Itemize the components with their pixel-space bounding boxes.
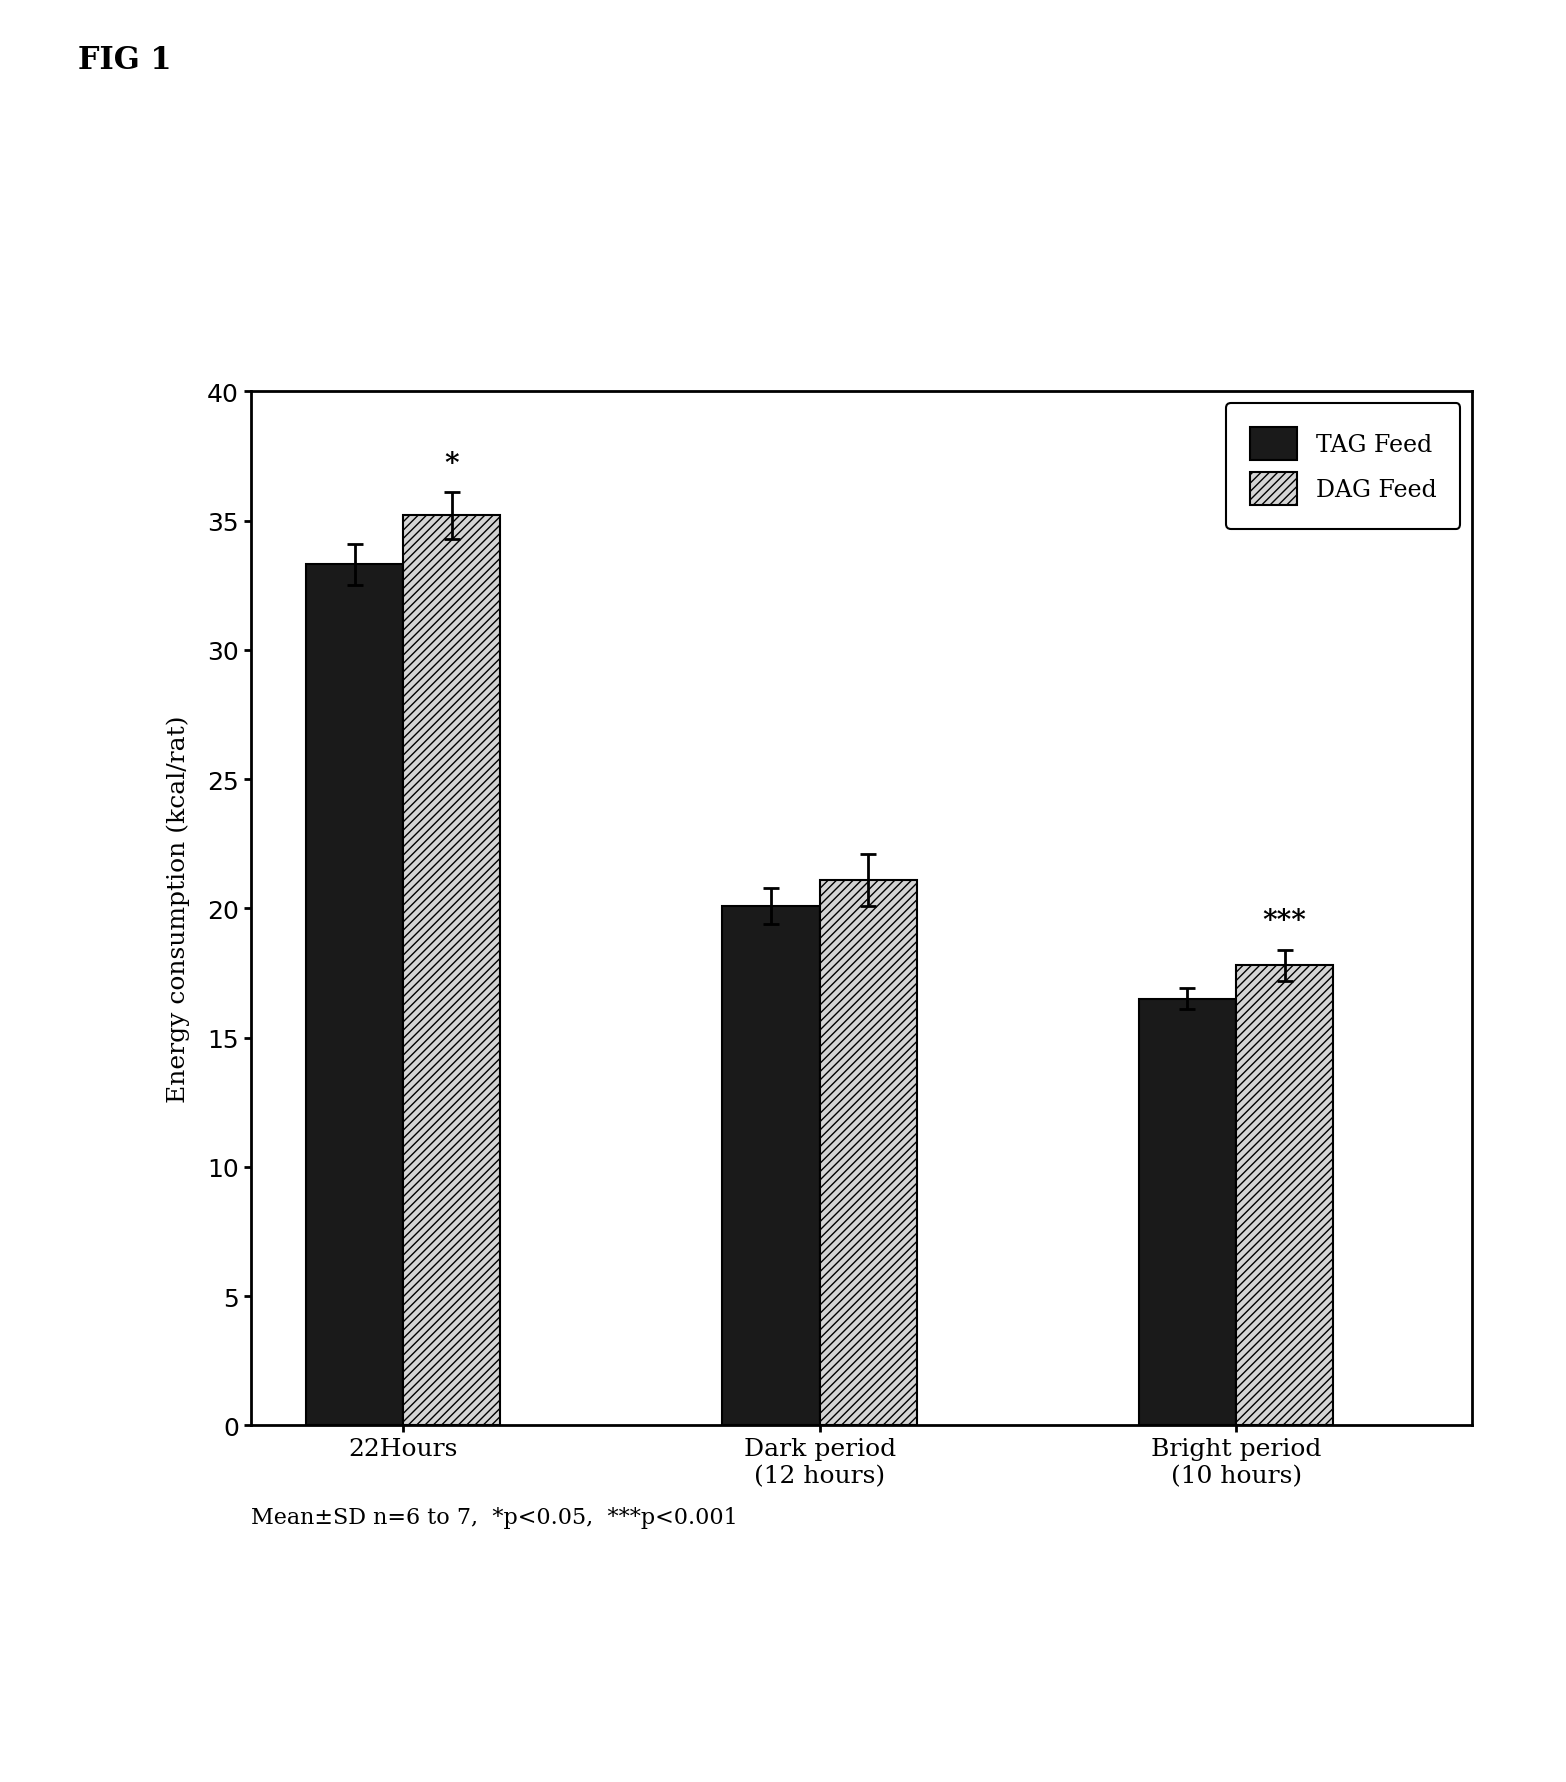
Bar (819, 880, 916, 1426)
Y-axis label: Energy consumption (kcal/rat): Energy consumption (kcal/rat) (166, 715, 189, 1103)
Bar (1236, 966, 1333, 1426)
Text: ***: *** (1262, 907, 1306, 934)
Text: *: * (445, 451, 459, 478)
Bar (404, 517, 501, 1426)
Legend: TAG Feed, DAG Feed: TAG Feed, DAG Feed (1226, 405, 1460, 529)
Text: FIG 1: FIG 1 (78, 45, 172, 75)
Bar (1138, 1000, 1236, 1426)
Bar (305, 565, 404, 1426)
Text: Mean±SD n=6 to 7,  *p<0.05,  ***p<0.001: Mean±SD n=6 to 7, *p<0.05, ***p<0.001 (251, 1506, 738, 1527)
Bar (722, 907, 819, 1426)
